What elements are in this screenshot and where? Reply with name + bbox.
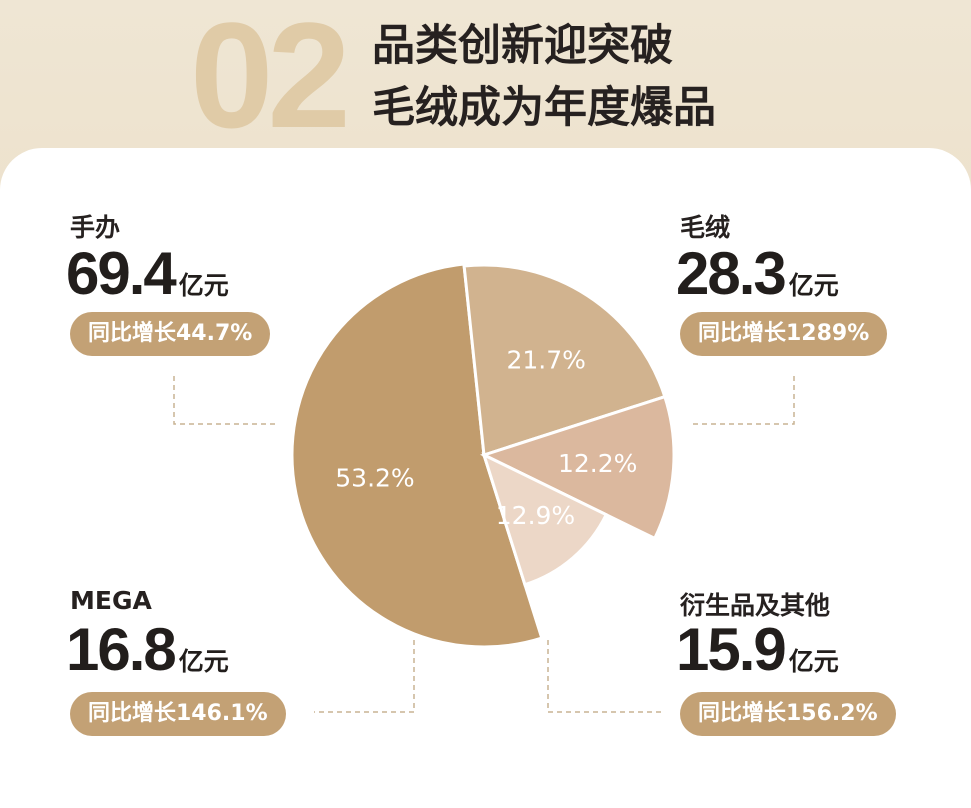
pie-percent-label: 21.7%	[506, 345, 585, 374]
value-derivatives: 15.9 亿元	[676, 616, 839, 683]
slice-figures	[290, 262, 544, 649]
connector-line	[692, 376, 795, 425]
connector-line	[314, 640, 415, 713]
value-mega: 16.8 亿元	[66, 616, 229, 683]
connector-line	[173, 376, 276, 425]
pie-percent-label: 53.2%	[335, 464, 414, 493]
connector-line	[547, 640, 664, 713]
category-label-derivatives: 衍生品及其他	[680, 591, 831, 620]
pie-percent-label: 12.2%	[558, 449, 637, 478]
category-label-plush: 毛绒	[680, 213, 731, 242]
category-label-figures: 手办	[70, 213, 121, 242]
growth-badge-derivatives: 同比增长156.2%	[680, 692, 896, 736]
pie-percent-labels: 53.2% 21.7% 12.2% 12.9%	[335, 345, 637, 529]
category-label-mega: MEGA	[70, 586, 152, 615]
value-plush: 28.3 亿元	[676, 240, 839, 307]
value-figures: 69.4 亿元	[66, 240, 229, 307]
section-number: 02	[190, 0, 351, 159]
pie-slices	[290, 262, 676, 649]
pie-percent-label: 12.9%	[496, 501, 575, 530]
slice-derivatives	[479, 394, 676, 541]
connector-lines	[173, 376, 795, 713]
growth-badge-figures: 同比增长44.7%	[70, 312, 271, 356]
growth-badge-mega: 同比增长146.1%	[70, 692, 286, 736]
slice-plush	[462, 263, 667, 457]
slice-mega	[481, 452, 609, 587]
page-title-line-1: 品类创新迎突破	[372, 21, 673, 71]
growth-badge-plush: 同比增长1289%	[680, 312, 888, 356]
pie-chart: 53.2% 21.7% 12.2% 12.9%	[173, 262, 795, 713]
page-title-line-2: 毛绒成为年度爆品	[372, 83, 716, 133]
